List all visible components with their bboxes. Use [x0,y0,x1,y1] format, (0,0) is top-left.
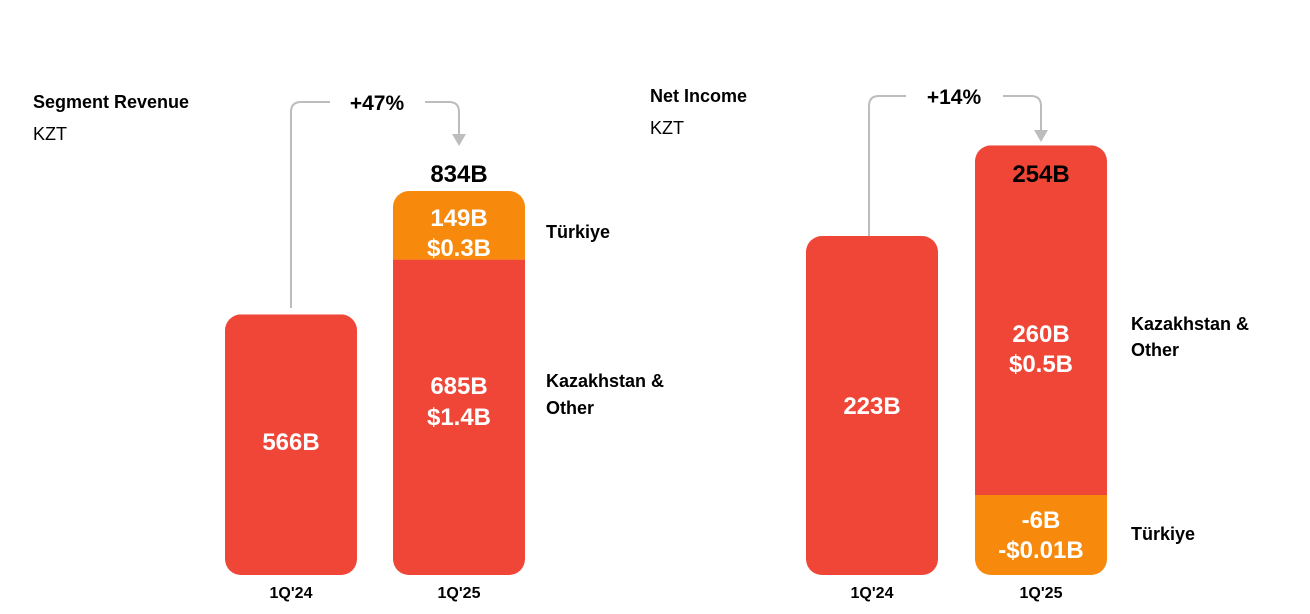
ni-legend-kazakhstan-line2: Other [1131,340,1179,360]
ni-b-stack [975,145,1107,575]
bar-revenue-1q25-kazakhstan [393,259,525,575]
ni-turkiye-value: -6B [1022,507,1061,534]
revenue-legend-kazakhstan-line2: Other [546,398,594,418]
ni-turkiye-usd: -$0.01B [998,537,1083,564]
revenue-turkiye-usd: $0.3B [427,235,491,262]
ni-kazakhstan-usd: $0.5B [1009,351,1073,378]
ni-change-connector-left [868,95,906,236]
ni-change-connector-right [1003,95,1042,132]
net-income-total-label: 254B [1012,161,1069,188]
rev-b-stack [393,191,525,575]
revenue-turkiye-value: 149B [430,205,487,232]
ni-legend-turkiye: Türkiye [1131,524,1195,544]
ni-1q24-value: 223B [843,393,900,420]
bar-ni-1q25-kazakhstan [975,145,1107,495]
segment-revenue-chart: Segment Revenue KZT +47% 834B 149B $0.3B… [33,92,664,602]
net-income-change-label: +14% [927,86,982,109]
revenue-legend-turkiye: Türkiye [546,222,610,242]
change-connector-left [290,101,330,308]
net-income-chart: Net Income KZT +14% 254B 260B $0.5B -6B … [650,86,1249,602]
revenue-kazakhstan-usd: $1.4B [427,404,491,431]
revenue-bars [225,191,525,575]
revenue-legend-kazakhstan-line1: Kazakhstan & [546,371,664,391]
revenue-xtick-1q25: 1Q'25 [438,585,481,602]
ni-a-stack [806,236,938,575]
ni-change-arrow-icon [1034,130,1048,142]
net-income-title: Net Income [650,86,747,106]
net-income-unit: KZT [650,118,684,138]
ni-kazakhstan-value: 260B [1012,321,1069,348]
bar-ni-1q24 [806,236,938,575]
bar-revenue-1q24 [225,314,357,575]
bar-ni-1q25-turkiye [975,495,1107,575]
rev-a-stack [225,314,357,575]
ni-legend-kazakhstan-line1: Kazakhstan & [1131,314,1249,334]
revenue-kazakhstan-value: 685B [430,373,487,400]
change-arrow-icon [452,134,466,146]
ni-xtick-1q24: 1Q'24 [851,585,894,602]
segment-revenue-title: Segment Revenue [33,92,189,112]
change-connector-right [425,101,460,136]
revenue-1q24-value: 566B [262,429,319,456]
ni-xtick-1q25: 1Q'25 [1020,585,1063,602]
revenue-xtick-1q24: 1Q'24 [270,585,313,602]
bar-revenue-1q25-turkiye [393,191,525,260]
net-income-bars [806,145,1107,575]
segment-revenue-unit: KZT [33,124,67,144]
revenue-total-label: 834B [430,161,487,188]
revenue-change-label: +47% [350,92,405,115]
